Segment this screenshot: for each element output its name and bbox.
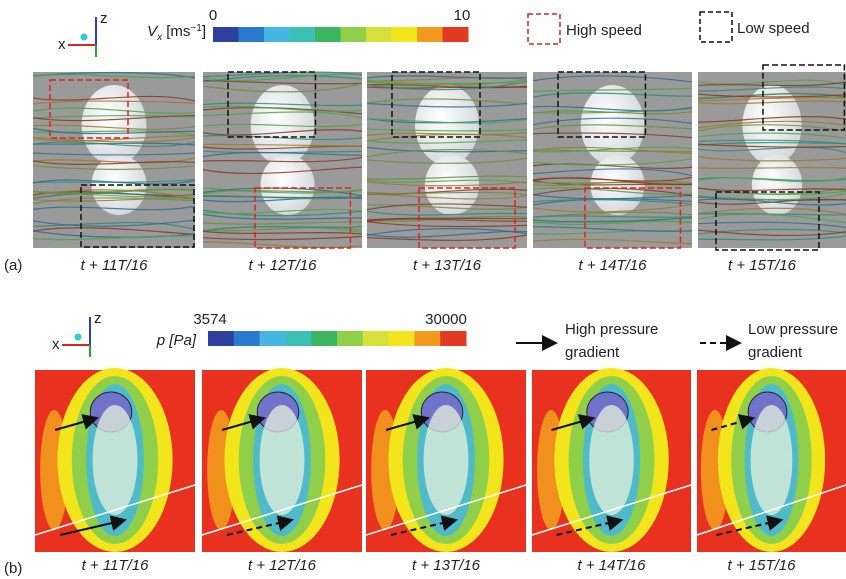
axis-label: x — [52, 336, 60, 353]
legend-icon — [528, 14, 560, 44]
vortex-blob — [752, 155, 802, 215]
frame-label: t + 11T/16 — [82, 557, 150, 574]
colorbar-segment — [337, 331, 363, 346]
colorbar-label: Vx [ms−1] — [147, 23, 206, 43]
frame-label: t + 15T/16 — [728, 257, 797, 274]
axis-label: x — [58, 36, 66, 53]
axis-origin — [75, 334, 82, 341]
colorbar-segment — [315, 27, 341, 42]
panel-label: (a) — [4, 257, 22, 274]
legend-icon — [700, 12, 732, 42]
colorbar-segment — [208, 331, 234, 346]
axis-label: z — [94, 310, 102, 327]
frame-label: t + 12T/16 — [249, 257, 318, 274]
colorbar-segment — [311, 331, 337, 346]
legend-label: gradient — [565, 344, 620, 361]
frame-label: t + 11T/16 — [81, 257, 149, 274]
vortex-blob — [589, 405, 634, 515]
vortex-blob — [751, 405, 793, 515]
vortex-blob — [93, 405, 138, 515]
colorbar-segment — [366, 27, 392, 42]
colorbar-segment — [260, 331, 286, 346]
colorbar-segment — [239, 27, 265, 42]
colorbar-segment — [389, 331, 415, 346]
legend-label: gradient — [748, 344, 803, 361]
colorbar-segment — [213, 27, 239, 42]
colorbar-segment — [290, 27, 316, 42]
colorbar-max: 10 — [454, 7, 471, 24]
colorbar-label: p [Pa] — [156, 332, 197, 349]
vortex-blob — [415, 85, 479, 165]
legend-label: High pressure — [565, 321, 658, 338]
legend-label: Low speed — [737, 20, 810, 37]
legend-label: High speed — [566, 22, 642, 39]
legend-label: Low pressure — [748, 321, 838, 338]
vortex-blob — [260, 405, 305, 515]
colorbar-segment — [414, 331, 440, 346]
pressure-image — [35, 368, 195, 552]
colorbar-segment — [264, 27, 290, 42]
flow-image — [533, 72, 692, 248]
figure: Vx [ms−1] 0 10 High speed Low speed (a) … — [0, 0, 846, 579]
colorbar-segment — [417, 27, 443, 42]
colorbar-min: 0 — [209, 7, 217, 24]
colorbar-max: 30000 — [425, 311, 467, 328]
axis-label: z — [100, 10, 108, 27]
colorbar-min: 3574 — [193, 311, 226, 328]
pressure-image — [366, 368, 526, 552]
colorbar-segment — [363, 331, 389, 346]
frame-label: t + 14T/16 — [578, 557, 647, 574]
colorbar-segment — [443, 27, 469, 42]
axis-origin — [81, 34, 88, 41]
flow-image — [203, 72, 362, 248]
pressure-image — [202, 368, 362, 552]
flow-image — [367, 72, 527, 248]
colorbar-segment — [440, 331, 466, 346]
flow-image — [33, 72, 195, 248]
pressure-image — [532, 368, 691, 552]
frame-label: t + 13T/16 — [413, 257, 482, 274]
vortex-blob — [424, 405, 469, 515]
vortex-blob — [260, 155, 314, 215]
flow-image — [698, 72, 846, 248]
colorbar-segment — [392, 27, 418, 42]
frame-label: t + 15T/16 — [728, 557, 797, 574]
frame-label: t + 12T/16 — [248, 557, 317, 574]
colorbar-segment — [234, 331, 260, 346]
frame-label: t + 14T/16 — [579, 257, 648, 274]
colorbar-segment — [341, 27, 367, 42]
pressure-image — [697, 368, 846, 552]
panel-label: (b) — [4, 560, 22, 577]
frame-label: t + 13T/16 — [412, 557, 481, 574]
colorbar-segment — [285, 331, 311, 346]
